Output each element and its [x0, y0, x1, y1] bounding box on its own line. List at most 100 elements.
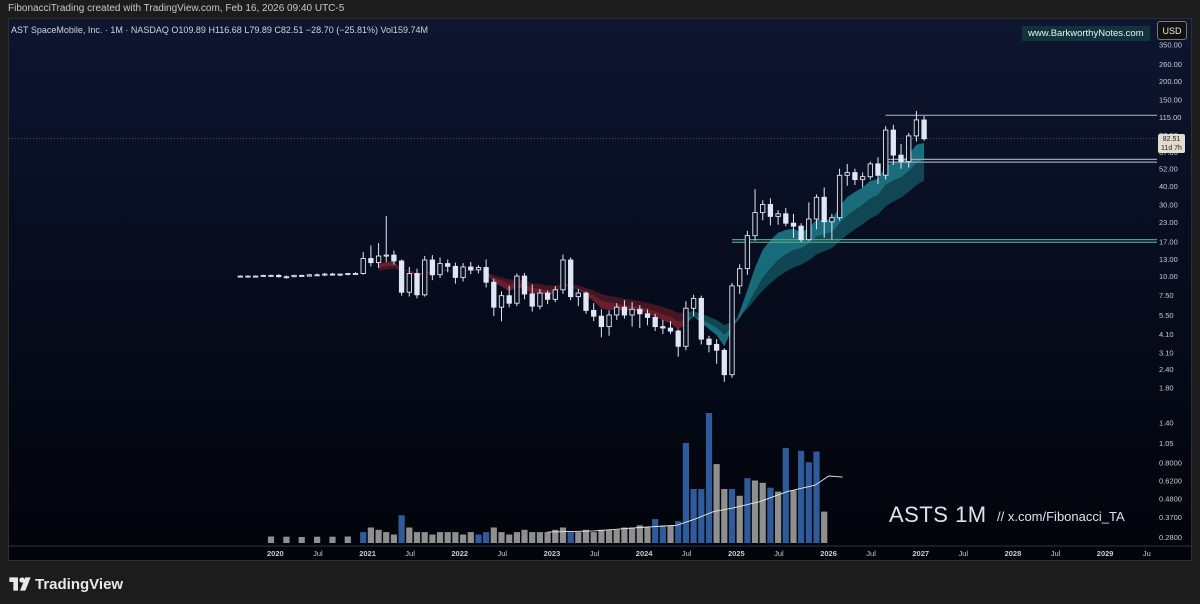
volume-bar — [544, 532, 551, 543]
site-badge: www.BarkworthyNotes.com — [1022, 26, 1150, 41]
candle — [913, 111, 920, 142]
volume-bar — [490, 527, 497, 543]
candle — [529, 284, 535, 312]
candle — [314, 273, 320, 277]
volume-tick-label: 0.8000 — [1159, 458, 1182, 467]
tradingview-logo[interactable]: TradingView — [8, 574, 123, 594]
tradingview-logo-icon — [9, 577, 31, 591]
volume-bar — [713, 464, 720, 543]
candle — [245, 275, 251, 278]
candle-body — [836, 174, 843, 219]
attribution-text: FibonacciTrading created with TradingVie… — [8, 3, 345, 14]
candle-body — [291, 274, 297, 278]
candle-body — [614, 306, 620, 316]
volume-bar — [475, 534, 482, 543]
chart-watermark: ASTS 1M — [889, 502, 987, 527]
chart-background — [9, 19, 1191, 560]
candle — [568, 257, 574, 301]
candle — [260, 274, 266, 277]
volume-bar — [444, 532, 451, 543]
price-tick-label: 260.00 — [1159, 60, 1182, 69]
candle-body — [706, 338, 712, 345]
candle — [906, 132, 912, 168]
volume-bar — [698, 489, 705, 543]
volume-bar — [629, 527, 636, 543]
candle-body — [683, 307, 689, 347]
candle — [368, 245, 374, 267]
candle-body — [245, 275, 251, 278]
candle-body — [629, 308, 635, 316]
footer: TradingView — [0, 562, 1200, 604]
volume-bar — [452, 532, 459, 543]
candle-body — [237, 275, 243, 278]
candle — [329, 272, 336, 276]
volume-bar — [659, 525, 666, 543]
volume-bar — [721, 489, 728, 543]
time-tick-label: Jul — [866, 549, 876, 558]
ribbon-teal-upper — [685, 143, 925, 347]
volume-bar — [582, 529, 590, 543]
symbol-info: AST SpaceMobile, Inc. · 1M · NASDAQ O109… — [11, 25, 428, 35]
volume-bar — [644, 527, 651, 543]
candle — [598, 309, 605, 338]
candle-body — [859, 176, 866, 181]
candle — [798, 223, 804, 243]
candle — [391, 250, 397, 265]
volume-bar — [529, 532, 536, 543]
volume-bar — [744, 478, 751, 543]
candle — [521, 272, 528, 300]
candle — [398, 259, 405, 296]
candle — [713, 339, 720, 364]
price-tick-label: 1.80 — [1159, 384, 1174, 393]
time-tick-label: 2029 — [1097, 549, 1114, 558]
candle-body — [337, 273, 343, 276]
candle-body — [737, 268, 743, 287]
volume-bar — [652, 519, 659, 543]
chart-panel[interactable]: 350.00260.00200.00150.00115.0087.0067.00… — [8, 18, 1192, 561]
candle — [360, 251, 366, 275]
candle — [660, 319, 666, 335]
candle — [875, 157, 881, 185]
price-tick-label: 17.00 — [1159, 238, 1178, 247]
candle-body — [260, 274, 266, 277]
volume-bar — [790, 490, 797, 543]
candle — [790, 213, 797, 238]
volume-bar — [390, 534, 397, 543]
volume-bar — [598, 529, 605, 543]
candle — [859, 172, 866, 188]
time-tick-label: 2020 — [267, 549, 284, 558]
time-tick-label: Jul — [313, 549, 323, 558]
volume-bar — [821, 511, 828, 543]
candle-body — [760, 204, 766, 214]
candle — [760, 200, 766, 221]
candle-body — [498, 295, 505, 308]
candle-body — [437, 263, 443, 276]
volume-bar — [413, 532, 421, 543]
candle — [883, 126, 889, 180]
candle-body — [829, 217, 835, 223]
candle-body — [268, 274, 274, 277]
candle — [921, 116, 927, 141]
time-tick-label: Jul — [590, 549, 600, 558]
volume-bar — [521, 529, 528, 543]
candle — [813, 194, 820, 230]
candle — [306, 274, 313, 277]
candle-body — [445, 263, 451, 267]
candle — [829, 213, 835, 240]
candle-body — [360, 258, 366, 274]
chart-canvas[interactable]: 350.00260.00200.00150.00115.0087.0067.00… — [9, 19, 1192, 561]
volume-bar — [621, 527, 628, 543]
candle-body — [575, 292, 581, 298]
candle-body — [460, 266, 466, 278]
candle-body — [491, 281, 497, 308]
candle — [775, 210, 781, 225]
candle — [575, 288, 581, 307]
candle — [406, 266, 412, 297]
volume-bar — [813, 451, 820, 543]
volume-bar — [483, 532, 490, 543]
currency-button[interactable]: USD — [1157, 21, 1187, 40]
tradingview-brand: TradingView — [35, 575, 124, 593]
volume-bar — [267, 536, 275, 543]
volume-tick-label: 0.6200 — [1159, 477, 1182, 486]
candle-body — [537, 292, 543, 307]
